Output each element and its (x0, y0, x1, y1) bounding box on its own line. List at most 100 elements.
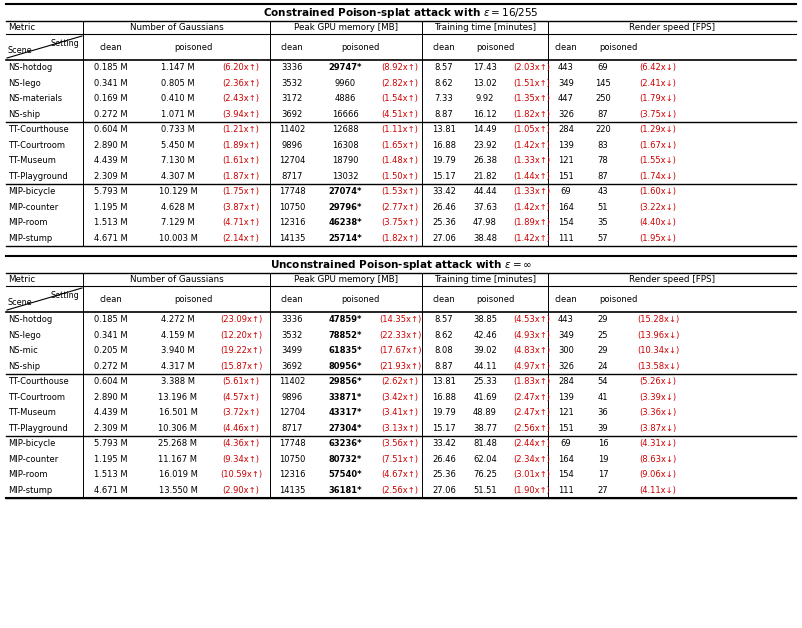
Text: 447: 447 (558, 94, 574, 103)
Text: 13.550 M: 13.550 M (159, 485, 197, 495)
Text: 0.169 M: 0.169 M (94, 94, 128, 103)
Text: (1.89x↑): (1.89x↑) (222, 141, 260, 149)
Text: 8717: 8717 (282, 424, 302, 433)
Text: 8.08: 8.08 (435, 346, 453, 355)
Text: 47.98: 47.98 (473, 219, 497, 227)
Text: 0.185 M: 0.185 M (94, 315, 128, 324)
Text: TT-Courthouse: TT-Courthouse (8, 125, 69, 134)
Text: (1.51x↑): (1.51x↑) (513, 78, 550, 88)
Text: 36181*: 36181* (328, 485, 362, 495)
Text: (2.43x↑): (2.43x↑) (222, 94, 260, 103)
Text: (5.26x↓): (5.26x↓) (639, 377, 677, 386)
Text: 26.46: 26.46 (432, 203, 456, 212)
Text: (3.56x↑): (3.56x↑) (382, 439, 419, 448)
Text: (1.65x↑): (1.65x↑) (382, 141, 419, 149)
Text: 10750: 10750 (279, 455, 306, 463)
Text: (19.22x↑): (19.22x↑) (220, 346, 262, 355)
Text: (1.48x↑): (1.48x↑) (382, 156, 419, 165)
Text: Scene: Scene (8, 46, 33, 55)
Text: 43317*: 43317* (328, 408, 362, 417)
Text: Render speed [FPS]: Render speed [FPS] (629, 275, 715, 284)
Text: Setting: Setting (51, 39, 79, 48)
Text: TT-Courtroom: TT-Courtroom (8, 141, 65, 149)
Text: 349: 349 (558, 78, 574, 88)
Text: 19.79: 19.79 (432, 408, 456, 417)
Text: 11402: 11402 (279, 377, 305, 386)
Text: TT-Courtroom: TT-Courtroom (8, 392, 65, 402)
Text: clean: clean (281, 295, 303, 303)
Text: (2.03x↑): (2.03x↑) (513, 63, 550, 72)
Text: poisoned: poisoned (476, 43, 514, 51)
Text: 16308: 16308 (332, 141, 358, 149)
Text: 4.317 M: 4.317 M (161, 362, 195, 371)
Text: 16666: 16666 (331, 110, 358, 119)
Text: 16.501 M: 16.501 M (159, 408, 197, 417)
Text: 8.87: 8.87 (435, 110, 453, 119)
Text: 8717: 8717 (282, 171, 302, 181)
Text: 145: 145 (595, 78, 611, 88)
Text: 7.33: 7.33 (435, 94, 453, 103)
Text: 284: 284 (558, 125, 574, 134)
Text: (10.34x↓): (10.34x↓) (637, 346, 679, 355)
Text: 83: 83 (597, 141, 609, 149)
Text: 139: 139 (558, 392, 574, 402)
Text: 3532: 3532 (282, 78, 302, 88)
Text: (4.83x↑): (4.83x↑) (513, 346, 550, 355)
Text: 69: 69 (561, 439, 571, 448)
Text: 35: 35 (597, 219, 608, 227)
Text: (4.67x↑): (4.67x↑) (382, 470, 419, 479)
Text: poisoned: poisoned (341, 295, 379, 303)
Text: 250: 250 (595, 94, 611, 103)
Text: (21.93x↑): (21.93x↑) (379, 362, 421, 371)
Text: 44.11: 44.11 (473, 362, 496, 371)
Text: 111: 111 (558, 485, 574, 495)
Text: 5.450 M: 5.450 M (161, 141, 195, 149)
Text: (15.87x↑): (15.87x↑) (220, 362, 262, 371)
Text: 87: 87 (597, 171, 609, 181)
Text: 27: 27 (597, 485, 608, 495)
Text: 0.805 M: 0.805 M (161, 78, 195, 88)
Text: 46238*: 46238* (328, 219, 362, 227)
Text: NS-lego: NS-lego (8, 78, 41, 88)
Text: 10.306 M: 10.306 M (159, 424, 197, 433)
Text: (3.13x↑): (3.13x↑) (382, 424, 419, 433)
Text: (3.36x↓): (3.36x↓) (639, 408, 677, 417)
Text: 25.33: 25.33 (473, 377, 497, 386)
Text: 4.628 M: 4.628 M (161, 203, 195, 212)
Text: 151: 151 (558, 424, 574, 433)
Text: (1.54x↑): (1.54x↑) (382, 94, 419, 103)
Text: Number of Gaussians: Number of Gaussians (130, 23, 224, 32)
Text: (3.72x↑): (3.72x↑) (222, 408, 260, 417)
Text: NS-hotdog: NS-hotdog (8, 315, 52, 324)
Text: 12688: 12688 (332, 125, 358, 134)
Text: 4.671 M: 4.671 M (94, 234, 128, 243)
Text: poisoned: poisoned (174, 43, 213, 51)
Text: (4.53x↑): (4.53x↑) (513, 315, 550, 324)
Text: 0.272 M: 0.272 M (94, 110, 128, 119)
Text: (3.22x↓): (3.22x↓) (639, 203, 677, 212)
Text: MIP-counter: MIP-counter (8, 203, 59, 212)
Text: 443: 443 (558, 315, 574, 324)
Text: 13.196 M: 13.196 M (159, 392, 197, 402)
Text: 2.309 M: 2.309 M (94, 171, 128, 181)
Text: MIP-stump: MIP-stump (8, 485, 52, 495)
Text: MIP-room: MIP-room (8, 470, 47, 479)
Text: 17748: 17748 (278, 187, 306, 196)
Text: 38.77: 38.77 (473, 424, 497, 433)
Text: clean: clean (432, 295, 456, 303)
Text: (4.40x↓): (4.40x↓) (639, 219, 676, 227)
Text: 27.06: 27.06 (432, 485, 456, 495)
Text: 3499: 3499 (282, 346, 302, 355)
Text: (12.20x↑): (12.20x↑) (220, 331, 262, 340)
Text: 47859*: 47859* (328, 315, 362, 324)
Text: 14.49: 14.49 (473, 125, 496, 134)
Text: poisoned: poisoned (174, 295, 213, 303)
Text: (1.05x↑): (1.05x↑) (513, 125, 550, 134)
Text: (1.50x↑): (1.50x↑) (382, 171, 419, 181)
Text: (1.87x↑): (1.87x↑) (222, 171, 260, 181)
Text: 443: 443 (558, 63, 574, 72)
Text: (1.42x↑): (1.42x↑) (513, 203, 550, 212)
Text: 51.51: 51.51 (473, 485, 496, 495)
Text: (1.29x↓): (1.29x↓) (639, 125, 676, 134)
Text: 26.46: 26.46 (432, 455, 456, 463)
